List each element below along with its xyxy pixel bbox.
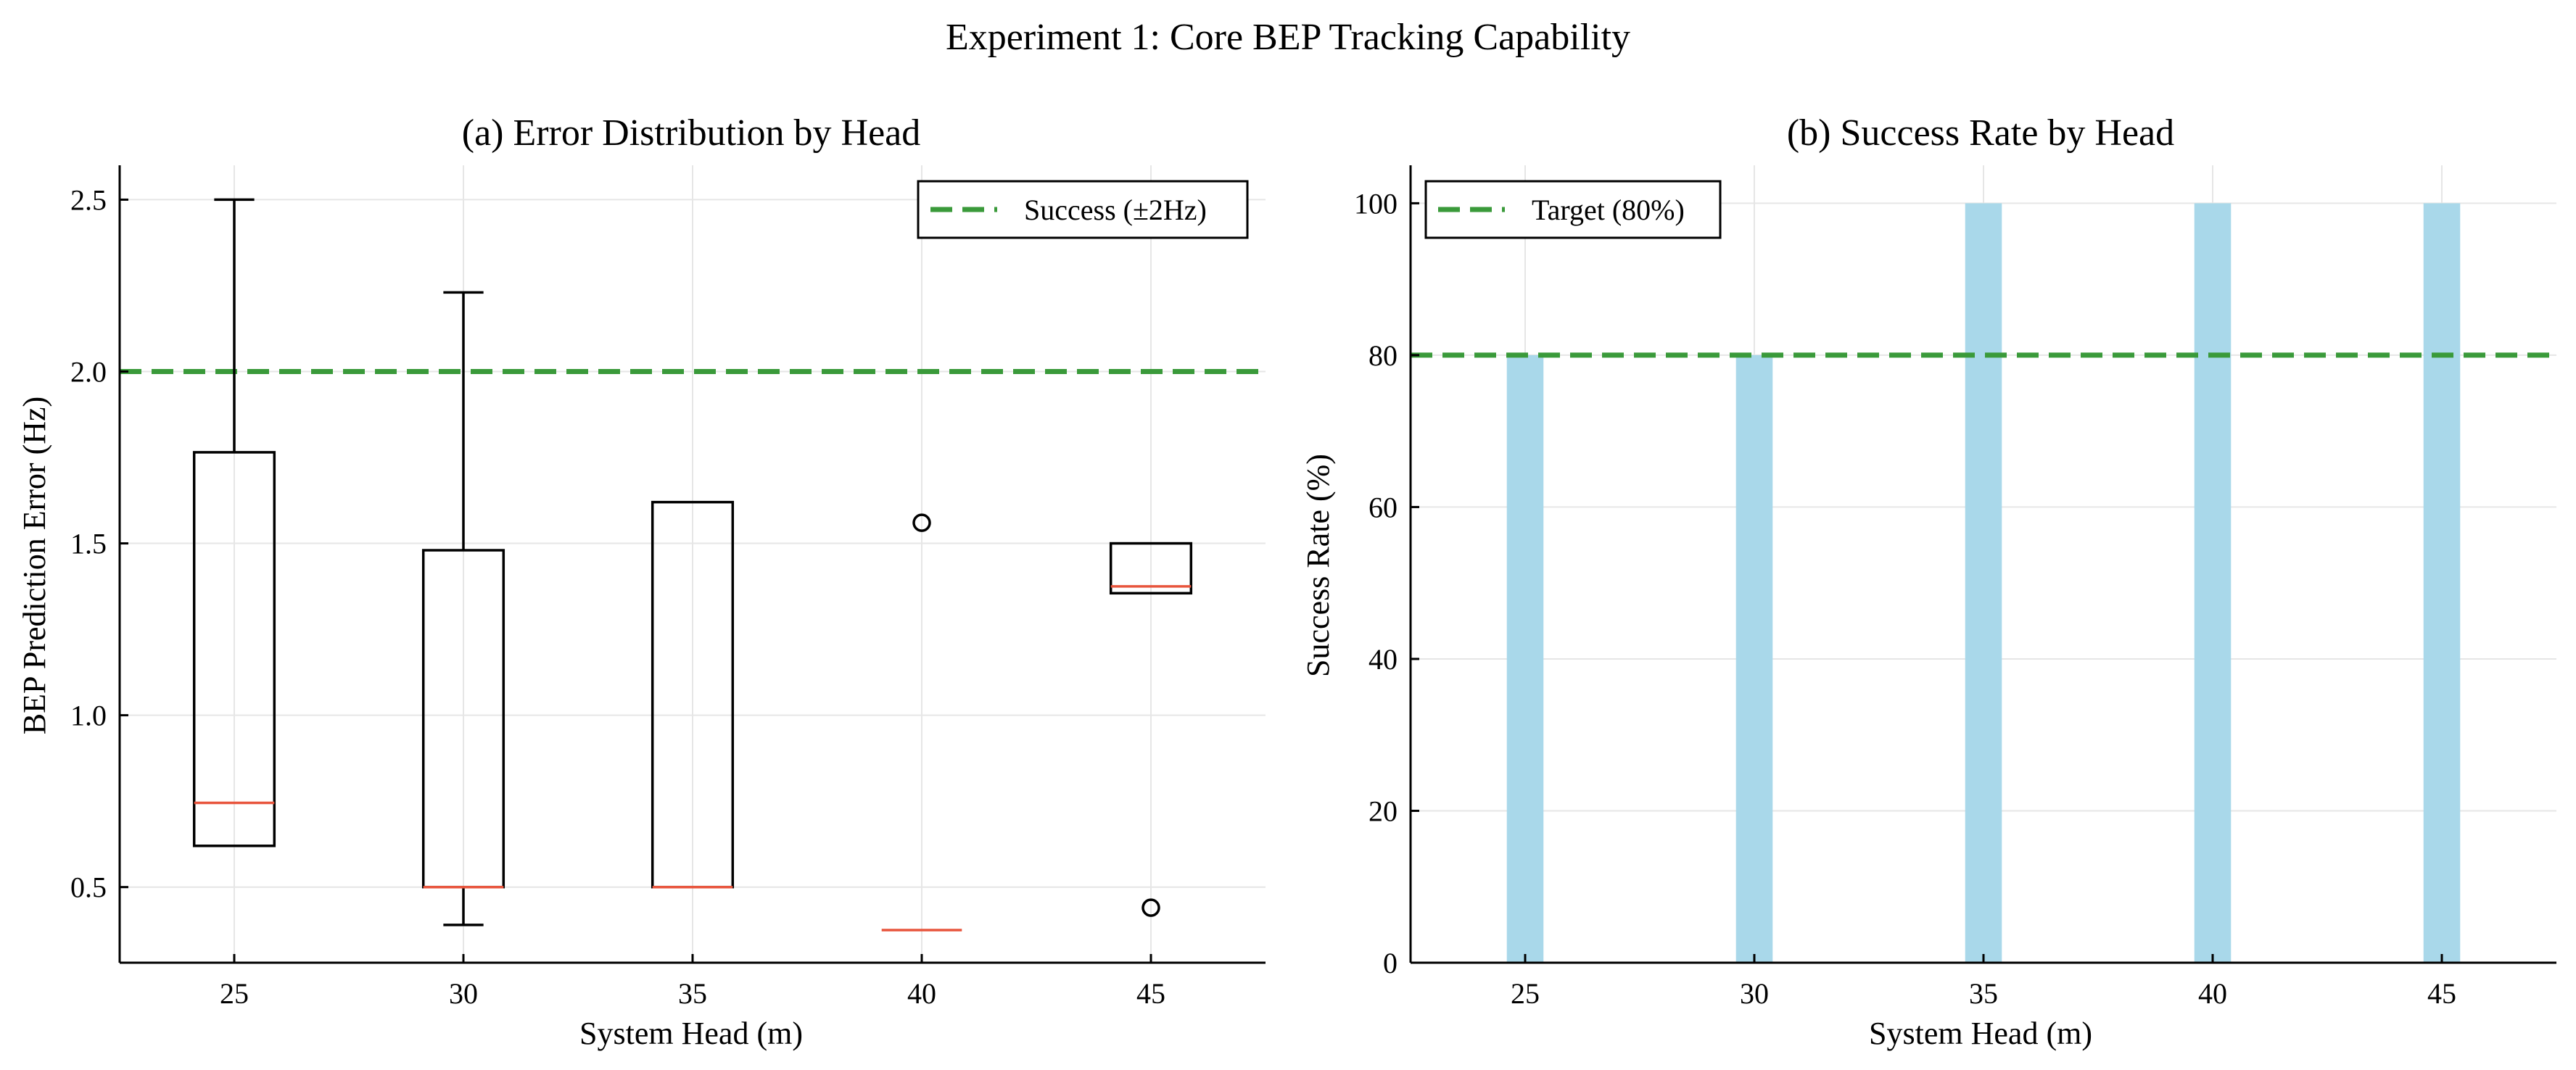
- panel-a-ticks: 0.5 1.0 1.5 2.0 2.5 25 30 35 40 45: [70, 183, 1165, 1010]
- panel-b-ytick-label: 20: [1368, 795, 1398, 827]
- panel-b-legend-label: Target (80%): [1532, 194, 1685, 226]
- panel-b-ytick-label: 60: [1368, 491, 1398, 523]
- panel-a-ytick-label: 0.5: [70, 871, 107, 904]
- panel-b-bar-25: [1506, 354, 1544, 963]
- panel-b-xtick-label: 30: [1740, 977, 1769, 1010]
- panel-a-box-45: [1109, 542, 1193, 917]
- outlier-point: [1142, 898, 1160, 917]
- panel-b-ytick-label: 80: [1368, 339, 1398, 372]
- panel-b-xtick-label: 45: [2427, 977, 2456, 1010]
- panel-a-error-distribution: (a) Error Distribution by Head 0.5 1.0 1.5…: [17, 112, 1266, 1051]
- panel-b-bars: [1506, 203, 2461, 963]
- panel-a-xtick-label: 30: [449, 977, 478, 1010]
- panel-a-boxplots: [192, 198, 1193, 932]
- panel-a-xtick-label: 40: [907, 977, 936, 1010]
- panel-b-ytick-label: 40: [1368, 643, 1398, 676]
- panel-a-legend: Success (±2Hz): [917, 180, 1249, 239]
- panel-b-title: (b) Success Rate by Head: [1787, 112, 2174, 154]
- panel-a-gridlines: [120, 165, 1266, 963]
- panel-b-bar-35: [1965, 203, 2002, 963]
- panel-a-ytick-label: 2.0: [70, 355, 107, 388]
- panel-a-legend-label: Success (±2Hz): [1024, 194, 1207, 226]
- panel-a-box-25: [192, 198, 276, 847]
- panel-b-xtick-label: 25: [1511, 977, 1540, 1010]
- panel-a-ylabel: BEP Prediction Error (Hz): [17, 397, 52, 734]
- panel-a-box-35: [651, 500, 735, 889]
- panel-a-ytick-label: 1.0: [70, 700, 107, 732]
- panel-b-legend: Target (80%): [1424, 180, 1722, 239]
- panel-b-xlabel: System Head (m): [1869, 1016, 2092, 1051]
- iqr-box: [192, 451, 276, 847]
- panel-a-box-40: [881, 513, 962, 932]
- panel-b-xtick-label: 40: [2198, 977, 2227, 1010]
- panel-b-ticks: 0 20 40 60 80 100 25 30 35 40 45: [1354, 187, 2456, 1010]
- panel-b-success-rate: (b) Success Rate by Head 0 20 40 60 80 100 25 3…: [1300, 112, 2556, 1051]
- panel-a-xlabel: System Head (m): [579, 1016, 803, 1051]
- panel-a-box-30: [421, 291, 505, 926]
- outlier-point: [912, 513, 931, 532]
- panel-a-title: (a) Error Distribution by Head: [462, 112, 920, 154]
- panel-b-bar-40: [2194, 203, 2232, 963]
- panel-a-ytick-label: 2.5: [70, 183, 107, 216]
- panel-b-ytick-label: 100: [1354, 187, 1398, 220]
- panel-b-ylabel: Success Rate (%): [1300, 454, 1336, 677]
- panel-a-xtick-label: 35: [678, 977, 707, 1010]
- panel-b-xtick-label: 35: [1969, 977, 1998, 1010]
- panel-a-xtick-label: 25: [220, 977, 249, 1010]
- panel-b-bar-45: [2423, 203, 2461, 963]
- figure-suptitle: Experiment 1: Core BEP Tracking Capabili…: [946, 17, 1630, 58]
- panel-a-xtick-label: 45: [1136, 977, 1165, 1010]
- panel-b-ytick-label: 0: [1383, 947, 1398, 979]
- iqr-box: [1109, 542, 1193, 595]
- panel-b-bar-30: [1735, 354, 1773, 963]
- panel-a-ytick-label: 1.5: [70, 528, 107, 560]
